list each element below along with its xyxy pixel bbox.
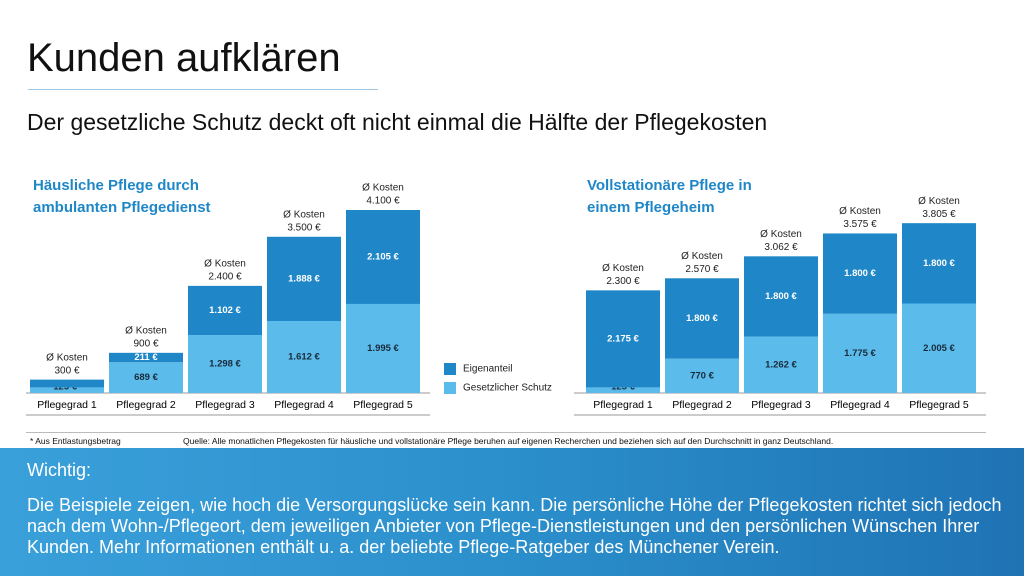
slide-subtitle: Der gesetzliche Schutz deckt oft nicht e…: [27, 109, 768, 135]
source: Quelle: Alle monatlichen Pflegekosten fü…: [183, 436, 834, 446]
x-tick-label: Pflegegrad 1: [37, 399, 97, 411]
total-label: 3.500 €: [287, 222, 321, 233]
bar-segment: [665, 278, 739, 359]
x-tick-label: Pflegegrad 3: [751, 399, 811, 411]
bar-segment: [586, 290, 660, 388]
value-label: 1.298 €: [209, 359, 241, 370]
bar-segment: [109, 362, 183, 393]
notice-heading: Wichtig:: [27, 460, 92, 480]
total-caption: Ø Kosten: [204, 259, 246, 270]
bar-segment: [30, 387, 104, 393]
value-label: 770 €: [690, 370, 714, 381]
value-label: 1.800 €: [765, 291, 797, 302]
bar-segment: [346, 210, 420, 304]
x-tick-label: Pflegegrad 4: [830, 399, 890, 411]
bar-segment: [744, 256, 818, 337]
legend-label: Gesetzlicher Schutz: [463, 383, 552, 394]
value-label: 2.105 €: [367, 251, 399, 262]
value-label: 211 €: [134, 352, 158, 363]
bar-segment: [823, 313, 897, 393]
value-label: 2.175 €: [607, 333, 639, 344]
total-caption: Ø Kosten: [283, 209, 325, 220]
bar-segment: [346, 303, 420, 393]
value-label: 1.262 €: [765, 359, 797, 370]
value-label: 1.102 €: [209, 305, 241, 316]
footnote: * Aus Entlastungsbetrag: [30, 436, 121, 446]
bar-segment: [109, 352, 183, 363]
value-label: 2.005 €: [923, 343, 955, 354]
bar-segment: [188, 335, 262, 393]
total-caption: Ø Kosten: [681, 251, 723, 262]
total-caption: Ø Kosten: [362, 183, 404, 194]
slide-title: Kunden aufklären: [27, 36, 341, 80]
total-label: 4.100 €: [366, 196, 400, 207]
chart-title: Häusliche Pflege durch ambulanten Pflege…: [33, 177, 211, 216]
bar-segment: [267, 321, 341, 393]
value-label: 1.775 €: [844, 348, 876, 359]
x-tick-label: Pflegegrad 2: [672, 399, 732, 411]
chart-title: Vollstationäre Pflege in einem Pflegehei…: [587, 177, 752, 216]
total-label: 3.575 €: [843, 219, 877, 230]
value-label: 1.995 €: [367, 343, 399, 354]
total-label: 300 €: [54, 365, 79, 376]
bar-segment: [665, 358, 739, 393]
value-label: 1.800 €: [686, 313, 718, 324]
value-label: 689 €: [134, 372, 158, 383]
total-label: 3.805 €: [922, 209, 956, 220]
bar-segment: [30, 379, 104, 388]
value-label: 1.800 €: [844, 268, 876, 279]
x-tick-label: Pflegegrad 5: [909, 399, 969, 411]
x-tick-label: Pflegegrad 3: [195, 399, 255, 411]
total-label: 2.570 €: [685, 264, 719, 275]
bar-segment: [823, 233, 897, 314]
total-caption: Ø Kosten: [760, 229, 802, 240]
bar-segment: [188, 285, 262, 336]
value-label: 1.800 €: [923, 258, 955, 269]
notice-text: Die Beispiele zeigen, wie hoch die Verso…: [27, 495, 1002, 557]
legend-swatch: [444, 363, 456, 375]
value-label: 175 €: [55, 371, 79, 382]
x-tick-label: Pflegegrad 2: [116, 399, 176, 411]
bar-segment: [586, 387, 660, 393]
bar-segment: [902, 223, 976, 304]
footer-rule: [26, 432, 986, 433]
value-label: 1.612 €: [288, 352, 320, 363]
x-tick-label: Pflegegrad 4: [274, 399, 334, 411]
total-label: 2.300 €: [606, 276, 640, 287]
legend-label: Eigenanteil: [463, 364, 512, 375]
total-caption: Ø Kosten: [602, 263, 644, 274]
notice-box: Wichtig: Die Beispiele zeigen, wie hoch …: [0, 448, 1024, 576]
total-caption: Ø Kosten: [125, 325, 167, 336]
x-tick-label: Pflegegrad 1: [593, 399, 653, 411]
total-caption: Ø Kosten: [46, 352, 88, 363]
total-label: 900 €: [133, 338, 158, 349]
bar-segment: [744, 336, 818, 393]
x-tick-label: Pflegegrad 5: [353, 399, 413, 411]
title-rule: [28, 89, 378, 90]
total-caption: Ø Kosten: [918, 196, 960, 207]
legend-swatch: [444, 382, 456, 394]
total-label: 3.062 €: [764, 242, 798, 253]
total-caption: Ø Kosten: [839, 206, 881, 217]
bar-segment: [267, 236, 341, 322]
bar-segment: [902, 303, 976, 393]
total-label: 2.400 €: [208, 272, 242, 283]
value-label: 1.888 €: [288, 273, 320, 284]
